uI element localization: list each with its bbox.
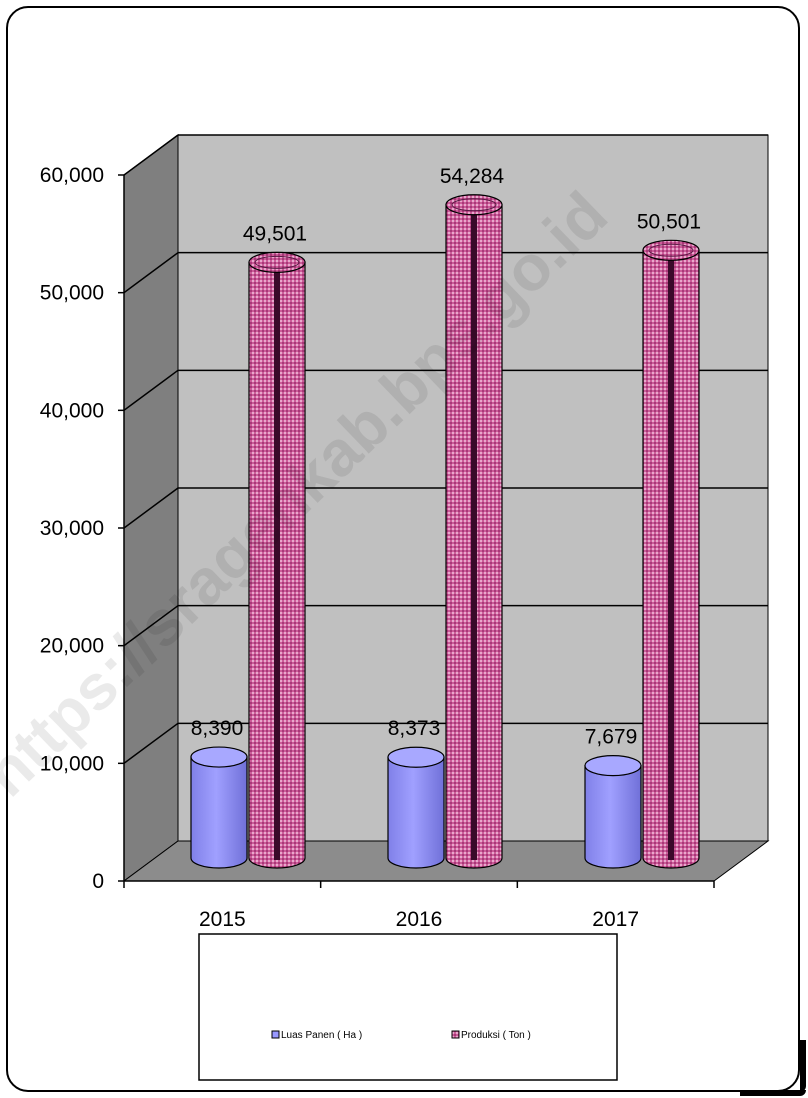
frame-shadow-right	[800, 1040, 806, 1092]
bar-luas-panen	[190, 746, 248, 869]
bars	[190, 194, 700, 869]
legend-label-produksi: Produksi ( Ton )	[461, 1030, 531, 1041]
bar-top	[387, 746, 445, 768]
bar-inner-stripe	[274, 266, 280, 860]
bar-inner-stripe	[471, 208, 477, 860]
bar-top	[445, 194, 503, 216]
bar-top	[584, 754, 642, 777]
gridline-side	[123, 134, 179, 176]
gridline-side	[123, 722, 179, 764]
data-label: 8,390	[191, 717, 244, 740]
bar-body	[190, 756, 248, 869]
y-tick-label: 60,000	[40, 164, 104, 187]
x-axis: 2015 2016 2017	[123, 880, 715, 931]
gridline-side	[123, 487, 179, 529]
y-tick-label: 30,000	[40, 517, 104, 540]
x-tick-label: 2015	[199, 908, 246, 931]
bar-luas-panen	[584, 754, 642, 869]
bar-top-rim	[648, 243, 694, 257]
data-label: 8,373	[388, 717, 441, 740]
bar-inner-stripe	[668, 254, 674, 860]
legend-label-luas-panen: Luas Panen ( Ha )	[281, 1030, 362, 1041]
legend: Luas Panen ( Ha ) Produksi ( Ton )	[198, 933, 618, 1081]
bar-produksi	[642, 239, 700, 869]
data-label: 50,501	[637, 210, 701, 233]
bar-top-rim	[451, 198, 497, 212]
x-tick-label: 2016	[396, 908, 443, 931]
y-tick-label: 20,000	[40, 635, 104, 658]
y-axis: 0 10,000 20,000 30,000 40,000 50,000 60,000	[40, 164, 125, 893]
y-tick-label: 10,000	[40, 752, 104, 775]
legend-swatch-produksi	[451, 1030, 460, 1039]
y-tick-label: 0	[92, 870, 104, 893]
x-tick-label: 2017	[592, 908, 639, 931]
bar-produksi	[248, 251, 306, 869]
gridline-side	[123, 605, 179, 647]
bar-top	[190, 746, 248, 768]
bar-body	[387, 756, 445, 869]
legend-swatch-luas-panen	[271, 1030, 280, 1039]
bar-luas-panen	[387, 746, 445, 869]
data-label: 49,501	[243, 222, 307, 245]
y-tick-label: 40,000	[40, 399, 104, 422]
bar-top	[642, 239, 700, 261]
gridline-side	[123, 252, 179, 294]
legend-box	[198, 933, 618, 1081]
y-tick-label: 50,000	[40, 282, 104, 305]
bar-produksi	[445, 194, 503, 869]
frame-shadow-bottom	[740, 1090, 806, 1096]
data-label: 54,284	[440, 165, 505, 188]
bar-top	[248, 251, 306, 273]
data-labels: 8,390 49,501 8,373 54,284 7,679 50,501	[191, 165, 701, 749]
bar-top-rim	[254, 255, 300, 269]
bar-body	[584, 764, 642, 869]
gridline-side	[123, 369, 179, 411]
data-label: 7,679	[585, 726, 638, 749]
